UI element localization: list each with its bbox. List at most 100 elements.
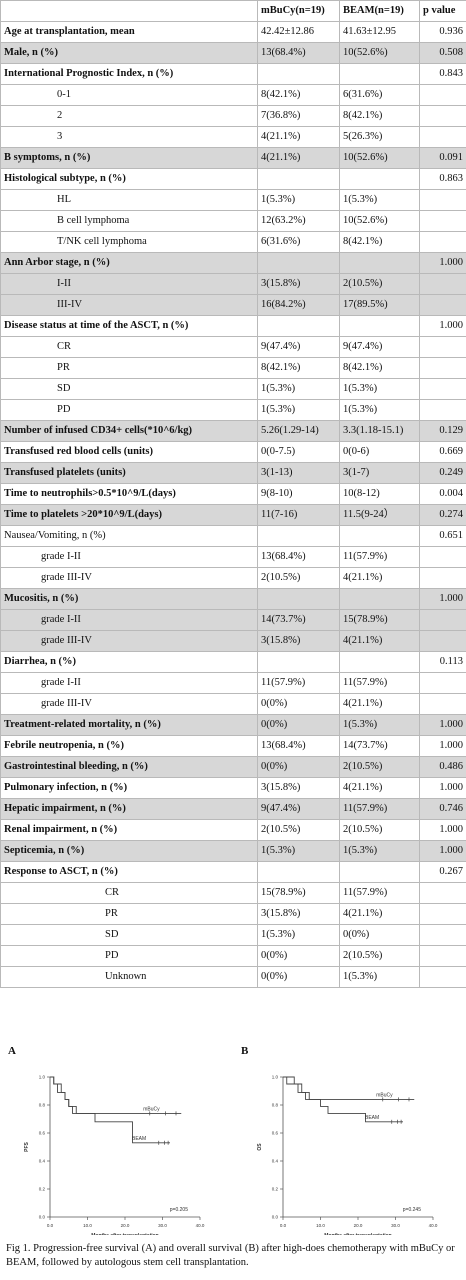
os-chart: 0.0 10.0 20.0 30.0 40.0 0.0 0.2 0.4 0.6 0.8 1.0 Mon… (257, 1075, 438, 1236)
y-tick-label: 1.0 (272, 1075, 279, 1080)
beam-value: 41.63±12.95 (339, 21, 420, 43)
table-row: 0-1 8(42.1%) 6(31.6%) (0, 84, 466, 106)
table-row: I-II 3(15.8%) 2(10.5%) (0, 273, 466, 295)
y-tick-label: 0.4 (39, 1159, 46, 1164)
row-label: I-II (0, 273, 258, 295)
mbucy-value: 5.26(1.29-14) (257, 420, 340, 442)
p-value (419, 630, 466, 652)
table-row: Time to neutrophils>0.5*10^9/L(days) 9(8-… (0, 483, 466, 505)
row-label: CR (0, 882, 258, 904)
p-value (419, 210, 466, 232)
p-value (419, 399, 466, 421)
mbucy-value: 1(5.3%) (257, 840, 340, 862)
y-tick-label: 0.2 (39, 1187, 46, 1192)
beam-value: 10(52.6%) (339, 147, 420, 169)
p-value: 1.000 (419, 819, 466, 841)
p-value: 0.091 (419, 147, 466, 169)
header-cell (0, 0, 258, 22)
p-value: 0.863 (419, 168, 466, 190)
series-label: BEAM (132, 1136, 146, 1142)
p-value: 1.000 (419, 252, 466, 274)
row-label: Disease status at time of the ASCT, n (%… (0, 315, 258, 337)
row-label: T/NK cell lymphoma (0, 231, 258, 253)
beam-value: 15(78.9%) (339, 609, 420, 631)
p-value (419, 966, 466, 988)
table-row: B cell lymphoma 12(63.2%) 10(52.6%) (0, 210, 466, 232)
beam-value: 11(57.9%) (339, 882, 420, 904)
row-label: Histological subtype, n (%) (0, 168, 258, 190)
row-label: Nausea/Vomiting, n (%) (0, 525, 258, 547)
p-value: 1.000 (419, 588, 466, 610)
mbucy-value: 1(5.3%) (257, 189, 340, 211)
row-label: HL (0, 189, 258, 211)
mbucy-value (257, 525, 340, 547)
mbucy-value: 42.42±12.86 (257, 21, 340, 43)
beam-value: 4(21.1%) (339, 903, 420, 925)
p-value-annotation: p=0.205 (170, 1207, 188, 1213)
table-row: Time to platelets >20*10^9/L(days) 11(7-1… (0, 504, 466, 526)
table-row: CR 15(78.9%) 11(57.9%) (0, 882, 466, 904)
row-label: 2 (0, 105, 258, 127)
mbucy-value (257, 168, 340, 190)
beam-value: 11.5(9-24） (339, 504, 420, 526)
row-label: grade III-IV (0, 630, 258, 652)
p-value (419, 105, 466, 127)
mbucy-value: 9(8-10) (257, 483, 340, 505)
p-value: 0.129 (419, 420, 466, 442)
beam-value: 4(21.1%) (339, 777, 420, 799)
table-row: Disease status at time of the ASCT, n (%… (0, 315, 466, 337)
row-label: Hepatic impairment, n (%) (0, 798, 258, 820)
p-value: 0.274 (419, 504, 466, 526)
y-axis-label: OS (257, 1143, 263, 1151)
beam-value: 1(5.3%) (339, 189, 420, 211)
table-row: Response to ASCT, n (%) 0.267 (0, 861, 466, 883)
x-tick-label: 40.0 (429, 1223, 438, 1228)
series-label: mBuCy (376, 1092, 393, 1098)
table-row: T/NK cell lymphoma 6(31.6%) 8(42.1%) (0, 231, 466, 253)
beam-value: 11(57.9%) (339, 546, 420, 568)
x-tick-label: 40.0 (196, 1223, 205, 1228)
table-row: Renal impairment, n (%) 2(10.5%) 2(10.5%) 1… (0, 819, 466, 841)
p-value (419, 567, 466, 589)
y-tick-label: 1.0 (39, 1075, 46, 1080)
p-value (419, 378, 466, 400)
beam-value: 2(10.5%) (339, 756, 420, 778)
row-label: Age at transplantation, mean (0, 21, 258, 43)
table-row: CR 9(47.4%) 9(47.4%) (0, 336, 466, 358)
y-tick-label: 0.8 (39, 1103, 46, 1108)
row-label: grade I-II (0, 672, 258, 694)
table-row: Transfused platelets (units) 3(1-13) 3(1-7… (0, 462, 466, 484)
table-row: Mucositis, n (%) 1.000 (0, 588, 466, 610)
beam-value (339, 63, 420, 85)
p-value (419, 357, 466, 379)
row-label: grade I-II (0, 609, 258, 631)
mbucy-value: 7(36.8%) (257, 105, 340, 127)
table-row: HL 1(5.3%) 1(5.3%) (0, 189, 466, 211)
survival-curve-mbucy (283, 1076, 415, 1100)
table-row: Histological subtype, n (%) 0.863 (0, 168, 466, 190)
row-label: Renal impairment, n (%) (0, 819, 258, 841)
table-row: 2 7(36.8%) 8(42.1%) (0, 105, 466, 127)
table-row: SD 1(5.3%) 1(5.3%) (0, 378, 466, 400)
mbucy-value: 0(0%) (257, 714, 340, 736)
row-label: Unknown (0, 966, 258, 988)
beam-value (339, 861, 420, 883)
mbucy-value: 3(15.8%) (257, 630, 340, 652)
series-label: mBuCy (143, 1106, 160, 1112)
mbucy-value (257, 861, 340, 883)
table-row: SD 1(5.3%) 0(0%) (0, 924, 466, 946)
mbucy-value: 1(5.3%) (257, 399, 340, 421)
p-value (419, 924, 466, 946)
y-tick-label: 0.2 (272, 1187, 279, 1192)
beam-value: 10(52.6%) (339, 42, 420, 64)
figure-panels: A 0.0 10.0 20.0 30.0 40.0 0.0 0.2 0.4 0.6 0.8 1.0 M… (0, 1035, 466, 1240)
p-value (419, 126, 466, 148)
row-label: 3 (0, 126, 258, 148)
p-value-annotation: p=0.245 (403, 1207, 421, 1213)
p-value: 0.651 (419, 525, 466, 547)
p-value: 1.000 (419, 315, 466, 337)
beam-value: 0(0-6) (339, 441, 420, 463)
row-label: Response to ASCT, n (%) (0, 861, 258, 883)
header-beam: BEAM(n=19) (339, 0, 420, 22)
mbucy-value: 13(68.4%) (257, 42, 340, 64)
